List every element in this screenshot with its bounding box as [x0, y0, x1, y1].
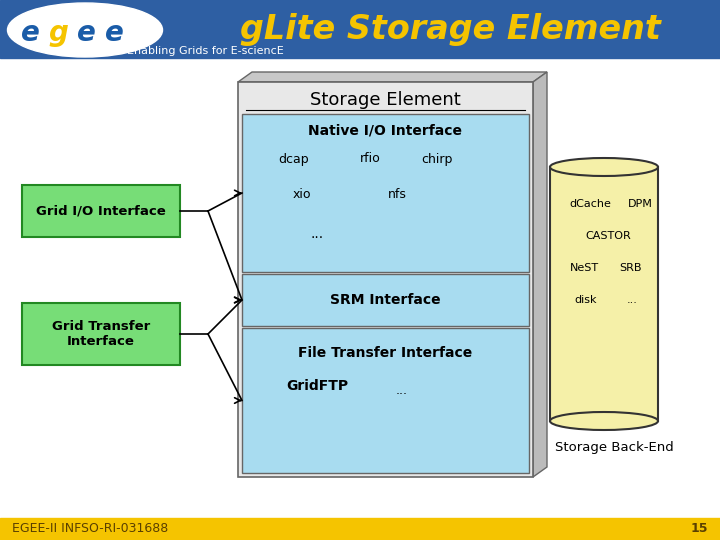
Ellipse shape: [550, 412, 658, 430]
Text: GridFTP: GridFTP: [286, 379, 348, 393]
Text: ...: ...: [396, 383, 408, 396]
Text: Storage Back-End: Storage Back-End: [554, 442, 673, 455]
Text: xio: xio: [293, 187, 311, 200]
Text: File Transfer Interface: File Transfer Interface: [298, 346, 472, 360]
Bar: [242, 328, 529, 473]
Text: 15: 15: [690, 523, 708, 536]
Text: ...: ...: [310, 227, 323, 241]
Bar: [0, 518, 720, 540]
Text: DPM: DPM: [628, 199, 652, 209]
Text: Grid I/O Interface: Grid I/O Interface: [36, 205, 166, 218]
Text: e: e: [21, 19, 40, 47]
Text: SRM Interface: SRM Interface: [330, 293, 441, 307]
Bar: [242, 114, 529, 272]
Text: Enabling Grids for E-sciencE: Enabling Grids for E-sciencE: [127, 46, 284, 56]
Text: SRB: SRB: [618, 263, 642, 273]
Text: NeST: NeST: [570, 263, 598, 273]
Text: e: e: [104, 19, 123, 47]
Text: CASTOR: CASTOR: [585, 231, 631, 241]
Text: e: e: [76, 19, 96, 47]
Text: Grid Transfer
Interface: Grid Transfer Interface: [52, 320, 150, 348]
Text: ...: ...: [626, 295, 637, 305]
Text: dcap: dcap: [279, 152, 310, 165]
Text: g: g: [48, 19, 68, 47]
Ellipse shape: [7, 3, 163, 57]
Text: gLite Storage Element: gLite Storage Element: [240, 12, 660, 45]
Text: Native I/O Interface: Native I/O Interface: [308, 123, 462, 137]
Bar: [22, 303, 180, 365]
Text: chirp: chirp: [421, 152, 453, 165]
Text: Storage Element: Storage Element: [310, 91, 461, 109]
Ellipse shape: [550, 158, 658, 176]
Polygon shape: [533, 72, 547, 477]
Text: disk: disk: [575, 295, 598, 305]
Text: nfs: nfs: [387, 187, 406, 200]
Polygon shape: [238, 72, 547, 82]
Text: EGEE-II INFSO-RI-031688: EGEE-II INFSO-RI-031688: [12, 523, 168, 536]
Bar: [242, 274, 529, 326]
Text: dCache: dCache: [569, 199, 611, 209]
Bar: [22, 185, 180, 237]
Bar: [238, 82, 533, 477]
Bar: [0, 0, 720, 58]
Bar: [550, 167, 658, 421]
Text: rfio: rfio: [359, 152, 380, 165]
